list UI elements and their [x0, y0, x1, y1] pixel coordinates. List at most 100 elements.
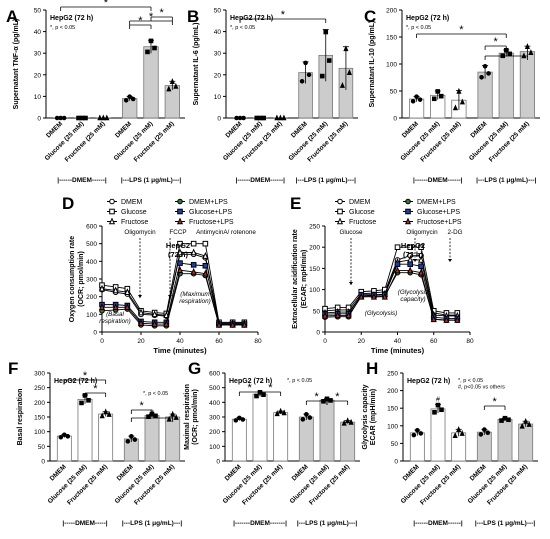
y-tick-label: 40 [34, 29, 42, 36]
sig-star: * [140, 400, 145, 412]
series-point [321, 311, 329, 319]
data-point [237, 415, 242, 421]
legend-marker [405, 208, 411, 215]
legend-marker [108, 217, 116, 225]
series-point [151, 320, 158, 327]
group-label-lps: |---LPS (1 μg/mL)---| [296, 177, 357, 184]
bar [498, 52, 514, 119]
y-axis-label: ECAR (mpH/min) [370, 389, 377, 445]
data-point [346, 69, 352, 75]
data-point [456, 87, 462, 94]
data-point [411, 432, 417, 438]
data-point [410, 98, 416, 104]
series-point [190, 262, 197, 268]
x-tick-label: Glucose (25 mM) [44, 120, 86, 162]
annotation: (Maximum respiration) [179, 291, 211, 305]
data-point [415, 428, 420, 433]
y-tick-label: 0 [41, 459, 45, 466]
series-point [394, 266, 401, 274]
series-point [177, 240, 183, 247]
x-tick-label: Fructose (25 mM) [64, 120, 107, 163]
data-point [130, 96, 136, 102]
y-tick-label: 200 [34, 400, 45, 407]
x-tick-label: DMEM [49, 463, 68, 482]
y-tick-label: 600 [209, 371, 220, 378]
x-tick-label: DMEM [401, 120, 420, 139]
sig-star: * [104, 0, 109, 9]
series-point [190, 267, 197, 275]
x-tick-label: 80 [466, 338, 474, 345]
data-point [97, 114, 103, 121]
injection-arrow [448, 259, 452, 262]
legend-marker [337, 198, 343, 205]
y-tick-label: 250 [387, 371, 398, 378]
y-tick-label: 600 [86, 224, 97, 231]
legend-marker [336, 217, 344, 225]
annotation-line: 2-DG [447, 229, 462, 236]
data-point [439, 407, 444, 413]
y-tick-label: 50 [38, 444, 46, 451]
annotation: FCCP [169, 229, 186, 236]
data-point [456, 426, 462, 432]
x-tick-label: DMEM [225, 120, 244, 139]
significance-note-line: *, p < 0.05 [230, 25, 255, 31]
data-point [170, 410, 176, 417]
data-point [278, 407, 284, 414]
data-point [65, 434, 71, 439]
panel-subtitle-line: HepG2 [166, 241, 190, 250]
y-axis-label: (OCR; pmol/min) [78, 251, 85, 307]
data-point [104, 114, 110, 121]
bar [519, 51, 536, 119]
data-point [103, 408, 109, 415]
annotation-line: (Glycolysis) [365, 310, 398, 317]
group-label-dmem: |------DMEM------| [413, 520, 463, 527]
significance-note: *, p < 0.05 [143, 391, 168, 397]
x-tick-label: Fructose (25 mM) [308, 463, 351, 506]
legend-label: Glucose+LPS [417, 209, 460, 216]
data-point [507, 51, 513, 57]
y-tick-label: 100 [387, 423, 398, 430]
data-point [99, 412, 105, 419]
injection-arrow [138, 295, 142, 298]
series-line [102, 269, 245, 326]
x-tick-label: Fructose (25 mM) [419, 463, 462, 506]
legend-marker [405, 198, 411, 205]
significance-note-line: *, p < 0.05 [458, 378, 483, 384]
panel-A: A 0 10 20 30 40 50 Supernatant TNF-α (pg/mL) Hep… [6, 0, 185, 184]
sig-star: * [83, 370, 88, 382]
series-point [98, 303, 106, 311]
x-tick-label: Glucose (25 mM) [113, 120, 155, 162]
y-tick-label: 10 [34, 94, 42, 101]
x-tick-label: Fructose (25 mM) [419, 120, 462, 163]
y-tick-label: 150 [386, 35, 397, 42]
series-point [137, 308, 145, 316]
group-label-lps: |---LPS (1 μg/mL)---| [122, 520, 183, 527]
y-tick-label: 0 [216, 459, 220, 466]
sig-star: * [459, 24, 464, 36]
series-point [98, 284, 106, 292]
sig-star: * [315, 391, 320, 403]
y-tick-label: 400 [209, 400, 220, 407]
data-point [328, 398, 333, 403]
annotation-line: (Glycolysis [398, 289, 429, 296]
data-point [281, 409, 287, 416]
significance-note: *, p < 0.05 [50, 25, 75, 31]
panel-subtitle: HepG2 (72 h) [54, 378, 97, 385]
annotation: Oligomycin [124, 229, 156, 236]
data-point [486, 71, 491, 76]
injection-arrow [168, 295, 172, 298]
y-tick-label: 10 [214, 94, 222, 101]
series-point [151, 310, 158, 318]
y-tick-label: 0 [394, 459, 398, 466]
bar [77, 398, 93, 462]
series-point [202, 269, 209, 277]
annotation: Oligomycin [406, 229, 438, 236]
y-tick-label: 200 [309, 245, 320, 252]
data-point [528, 49, 534, 55]
bar [252, 393, 268, 462]
panel-subtitle-line: (72 h) [168, 250, 189, 259]
y-axis-label: (OCR; pmol/min) [192, 389, 199, 445]
y-tick-label: 20 [34, 72, 42, 79]
data-point [241, 115, 246, 121]
